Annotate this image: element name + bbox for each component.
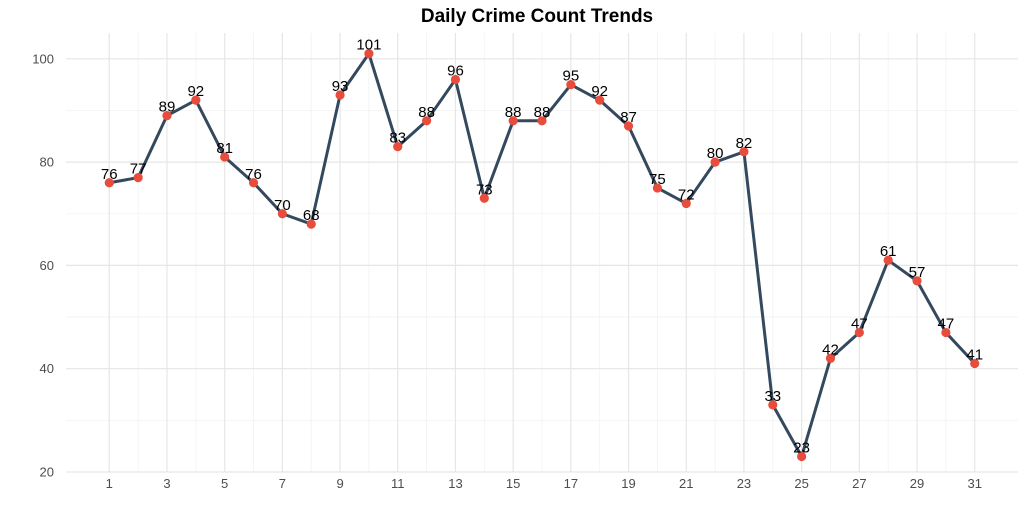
data-label: 47	[851, 316, 868, 333]
data-label: 75	[649, 171, 666, 188]
data-point	[739, 147, 749, 157]
data-point	[537, 116, 547, 126]
x-tick-label: 11	[391, 476, 405, 491]
y-axis-tick-labels: 20 40 60 80 100	[32, 51, 54, 479]
chart-title: Daily Crime Count Trends	[421, 6, 653, 27]
series-layer	[104, 49, 980, 462]
data-label: 101	[356, 37, 381, 54]
data-point	[422, 116, 432, 126]
data-label: 76	[101, 166, 118, 183]
data-label: 73	[476, 181, 493, 198]
data-label: 76	[245, 166, 262, 183]
x-tick-label: 7	[279, 476, 286, 491]
data-point	[797, 451, 807, 462]
x-tick-label: 15	[506, 476, 520, 491]
data-labels-layer: 76 77 89 92 81 76 70 68 93 101 83 88 96 73 88 88 95 92 87 7…	[101, 37, 983, 457]
data-label: 61	[880, 243, 897, 260]
data-label: 33	[764, 388, 781, 405]
data-point	[450, 74, 461, 85]
data-label: 88	[418, 104, 435, 121]
data-label: 72	[678, 186, 695, 203]
data-label: 83	[389, 130, 406, 147]
y-tick-label: 100	[32, 51, 54, 66]
x-tick-label: 13	[448, 476, 462, 491]
data-label: 82	[736, 135, 753, 152]
data-point	[623, 121, 634, 131]
x-tick-label: 25	[794, 476, 808, 491]
data-label: 92	[591, 83, 608, 100]
x-tick-label: 19	[621, 476, 635, 491]
x-tick-label: 1	[106, 476, 113, 491]
data-point	[104, 178, 114, 188]
data-point	[652, 183, 662, 193]
y-tick-label: 60	[40, 258, 54, 273]
major-gridlines	[66, 33, 1018, 473]
data-point	[768, 400, 778, 410]
x-tick-label: 27	[852, 476, 866, 491]
data-point	[393, 142, 403, 152]
data-label: 41	[966, 347, 983, 364]
data-label: 95	[563, 68, 580, 85]
data-label: 92	[187, 83, 204, 100]
data-label: 77	[130, 161, 147, 178]
data-point	[162, 111, 172, 121]
y-tick-label: 20	[40, 465, 54, 480]
data-point	[479, 193, 489, 203]
data-label: 68	[303, 207, 320, 224]
x-tick-label: 31	[967, 476, 981, 491]
data-point	[220, 152, 230, 162]
data-point	[191, 95, 201, 105]
data-point	[941, 327, 951, 338]
data-label: 93	[332, 78, 349, 95]
data-label: 57	[909, 264, 926, 281]
y-tick-label: 80	[40, 155, 54, 170]
data-point	[883, 255, 893, 265]
data-label: 42	[822, 341, 839, 358]
data-point	[912, 276, 922, 286]
data-point	[277, 209, 287, 219]
data-point	[306, 219, 316, 229]
data-label: 89	[159, 99, 176, 116]
x-axis-tick-labels: 1 3 5 7 9 11 13 15 17 19 21 23 25 27 29 31	[106, 476, 982, 491]
data-point	[825, 353, 836, 363]
x-tick-label: 29	[910, 476, 924, 491]
data-label: 23	[793, 440, 810, 457]
data-point	[566, 80, 576, 90]
y-tick-label: 40	[40, 361, 54, 376]
x-tick-label: 23	[737, 476, 751, 491]
data-point	[970, 358, 980, 369]
data-label: 70	[274, 197, 291, 214]
data-point	[364, 49, 374, 59]
x-tick-label: 9	[336, 476, 343, 491]
data-point	[710, 157, 720, 167]
x-tick-label: 5	[221, 476, 228, 491]
x-tick-label: 21	[679, 476, 693, 491]
data-label: 96	[447, 62, 464, 79]
data-label: 47	[938, 316, 955, 333]
data-label: 87	[620, 109, 637, 126]
data-label: 80	[707, 145, 724, 162]
x-tick-label: 3	[163, 476, 170, 491]
x-tick-label: 17	[564, 476, 578, 491]
data-label: 88	[505, 104, 522, 121]
data-point	[508, 116, 518, 126]
data-point	[248, 178, 259, 188]
data-point	[133, 173, 143, 183]
minor-gridlines	[66, 33, 1018, 472]
data-point	[681, 198, 691, 209]
data-label: 88	[534, 104, 551, 121]
data-point	[854, 327, 864, 338]
data-label: 81	[216, 140, 233, 157]
data-point	[595, 95, 605, 105]
data-point	[335, 90, 345, 100]
